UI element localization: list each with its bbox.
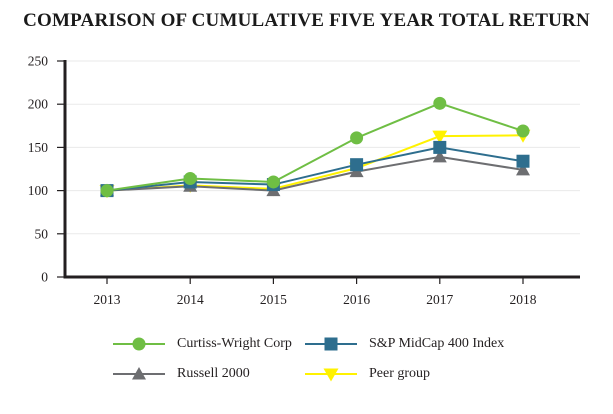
legend-marker [132,337,146,351]
curtiss-wright-line-marker-icon [113,337,165,351]
y-axis-label: 200 [28,97,49,112]
legend-marker [323,368,339,382]
series-line-curtiss-wright-corp [106,102,524,192]
series-line-s-p-midcap-400-index [106,146,524,192]
data-point-curtiss-wright-corp [183,172,197,186]
x-axis-label: 2015 [260,292,287,307]
x-axis-label: 2013 [94,292,121,307]
legend-item-curtiss-wright: Curtiss-Wright Corp [113,335,305,353]
data-point-russell-2000 [432,149,447,163]
data-point-s-p-midcap-400-index [433,140,447,154]
chart-title: COMPARISON OF CUMULATIVE FIVE YEAR TOTAL… [23,10,590,31]
legend-item-sp-midcap: S&P MidCap 400 Index [305,335,504,353]
data-point-curtiss-wright-corp [516,124,530,138]
legend-marker [324,337,338,351]
series-s-p-midcap-400-index [100,140,530,198]
legend-label: Russell 2000 [177,366,250,381]
y-axis-label: 100 [28,183,49,198]
data-point-curtiss-wright-corp [433,96,447,110]
x-axis-label: 2014 [177,292,204,307]
y-axis-label: 0 [41,270,48,285]
data-point-curtiss-wright-corp [100,184,114,198]
data-point-curtiss-wright-corp [266,175,280,189]
legend-item-peer-group: Peer group [305,365,504,383]
series-curtiss-wright-corp [100,96,530,198]
legend: Curtiss-Wright Corp S&P MidCap 400 Index… [113,335,504,383]
peer-group-line-marker-icon [305,368,357,382]
data-point-curtiss-wright-corp [350,131,364,145]
x-axis-label: 2017 [426,292,453,307]
legend-label: Curtiss-Wright Corp [177,336,292,351]
data-point-s-p-midcap-400-index [350,158,364,172]
russell-2000-line-marker-icon [113,367,165,380]
legend-marker [132,367,146,380]
legend-label: S&P MidCap 400 Index [369,336,505,351]
legend-item-russell-2000: Russell 2000 [113,365,305,383]
data-point-peer-group [432,130,448,144]
series-line-russell-2000 [106,155,524,192]
y-axis-label: 150 [28,140,49,155]
x-axis-label: 2016 [343,292,370,307]
x-axis-label: 2018 [510,292,537,307]
data-point-russell-2000 [516,162,530,176]
y-axis-label: 50 [35,226,49,241]
legend-label: Peer group [369,366,431,381]
y-axis-label: 250 [28,54,49,69]
plot-area: 0 50 100 150 200 250 2013 2014 2015 2016 2017 2018 [28,54,580,307]
sp-midcap-line-marker-icon [305,337,357,351]
series-russell-2000 [100,149,530,197]
data-point-s-p-midcap-400-index [516,154,530,168]
